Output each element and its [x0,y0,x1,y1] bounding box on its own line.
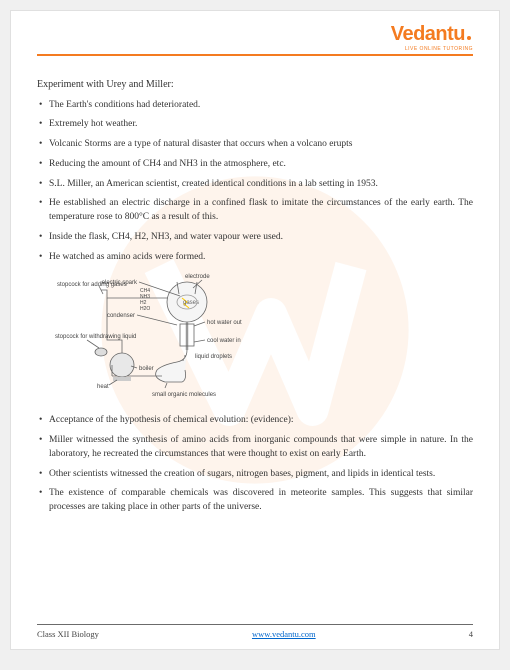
list-item: Extremely hot weather. [37,118,473,132]
svg-text:small organic molecules: small organic molecules [152,392,216,398]
bullet-list-bottom: Acceptance of the hypothesis of chemical… [37,414,473,515]
header-divider [37,54,473,56]
logo-text: Vedantu [391,23,465,45]
page-number: 4 [469,629,473,639]
list-item: The Earth's conditions had deteriorated. [37,99,473,113]
footer-class-label: Class XII Biology [37,629,99,639]
page-header: Vedantu LIVE ONLINE TUTORING [37,23,473,60]
svg-text:H2O: H2O [140,306,150,312]
list-item: S.L. Miller, an American scientist, crea… [37,178,473,192]
list-item: He established an electric discharge in … [37,197,473,225]
footer-link[interactable]: www.vedantu.com [252,629,316,639]
svg-text:stopcock for adding gases: stopcock for adding gases [57,282,127,288]
list-item: Reducing the amount of CH4 and NH3 in th… [37,158,473,172]
page-footer: Class XII Biology www.vedantu.com 4 [37,624,473,639]
brand-tagline: LIVE ONLINE TUTORING [405,46,473,52]
svg-text:condenser: condenser [107,313,135,319]
svg-text:liquid droplets: liquid droplets [195,354,232,360]
list-item: Inside the flask, CH4, H2, NH3, and wate… [37,231,473,245]
document-page: Vedantu LIVE ONLINE TUTORING Experiment … [10,10,500,650]
list-item: He watched as amino acids were formed. [37,251,473,265]
list-item: Miller witnessed the synthesis of amino … [37,434,473,462]
miller-urey-diagram: electrode electric spark gases stopcock … [37,270,267,400]
list-item: Acceptance of the hypothesis of chemical… [37,414,473,428]
svg-text:hot water out: hot water out [207,320,242,326]
svg-text:stopcock for withdrawing liqui: stopcock for withdrawing liquid [55,334,136,340]
logo-dot-icon [465,25,473,48]
page-content: Experiment with Urey and Miller: The Ear… [37,60,473,515]
list-item: Volcanic Storms are a type of natural di… [37,138,473,152]
brand-logo: Vedantu [391,23,473,48]
list-item: The existence of comparable chemicals wa… [37,487,473,515]
svg-text:cool water in: cool water in [207,338,241,344]
section-title: Experiment with Urey and Miller: [37,78,473,93]
svg-text:boiler: boiler [139,366,154,372]
bullet-list-top: The Earth's conditions had deteriorated.… [37,99,473,265]
svg-text:heat: heat [97,384,109,390]
list-item: Other scientists witnessed the creation … [37,468,473,482]
svg-text:electrode: electrode [185,274,210,280]
